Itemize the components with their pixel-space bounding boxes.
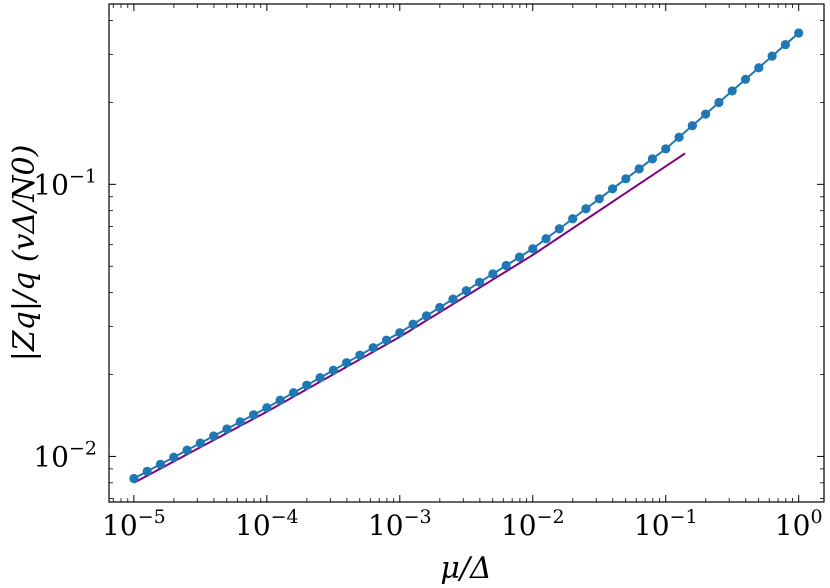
data-point-26 <box>474 277 485 287</box>
data-point-21 <box>408 319 418 329</box>
data-point-18 <box>368 343 378 353</box>
plot-frame <box>108 3 825 503</box>
data-point-35 <box>594 194 604 204</box>
data-point-19 <box>381 335 392 345</box>
data-point-49 <box>780 39 791 50</box>
data-point-32 <box>554 224 564 234</box>
data-point-48 <box>767 51 777 61</box>
data-point-6 <box>209 431 219 441</box>
y-axis-label: |Zq|/q (vΔ/N0) <box>7 145 42 362</box>
data-point-20 <box>395 328 405 338</box>
data-point-45 <box>727 86 737 96</box>
data-point-1 <box>142 466 152 476</box>
data-point-40 <box>661 144 671 154</box>
x-tick-label: 100 <box>775 506 823 542</box>
data-point-13 <box>302 380 312 390</box>
y-tick-label: 10−2 <box>33 437 97 473</box>
x-axis-label: μ/Δ <box>440 551 491 586</box>
data-point-47 <box>754 63 764 73</box>
y-tick-label: 10−1 <box>33 165 97 201</box>
data-point-34 <box>581 204 591 214</box>
data-point-9 <box>248 410 259 420</box>
series-line-purple <box>133 152 686 484</box>
data-point-10 <box>262 403 272 413</box>
data-point-39 <box>647 154 658 164</box>
data-point-0 <box>129 473 139 484</box>
data-point-11 <box>275 395 285 405</box>
data-point-37 <box>621 174 631 184</box>
x-tick-label: 10−5 <box>102 506 166 542</box>
data-point-17 <box>355 350 365 360</box>
data-point-42 <box>687 121 697 131</box>
x-tick-label: 10−1 <box>634 506 698 542</box>
series-layer <box>129 28 804 484</box>
data-point-50 <box>794 28 804 38</box>
data-point-16 <box>342 358 352 368</box>
ticks-layer: 10−5 10−4 10−3 10−2 10−1 100 10−2 10−1 <box>33 4 824 542</box>
data-point-43 <box>701 109 711 119</box>
data-point-12 <box>288 388 299 398</box>
data-point-23 <box>435 302 445 313</box>
x-tick-label: 10−4 <box>235 506 299 542</box>
data-point-46 <box>740 74 751 84</box>
data-point-44 <box>714 97 724 108</box>
data-point-2 <box>155 459 166 469</box>
series-line-blue <box>133 32 800 480</box>
data-point-8 <box>235 417 245 427</box>
data-point-27 <box>488 269 498 279</box>
data-point-15 <box>328 365 338 375</box>
data-point-7 <box>222 424 232 434</box>
x-tick-label: 10−3 <box>368 506 432 542</box>
data-point-30 <box>528 244 538 254</box>
data-point-31 <box>541 234 551 244</box>
data-point-29 <box>514 252 525 262</box>
data-point-36 <box>607 184 618 194</box>
data-point-38 <box>634 164 644 174</box>
x-tick-label: 10−2 <box>501 506 565 542</box>
data-point-41 <box>674 132 684 142</box>
data-point-33 <box>568 214 578 224</box>
data-point-28 <box>501 260 511 271</box>
data-point-25 <box>461 286 471 296</box>
data-point-14 <box>315 373 325 383</box>
data-point-22 <box>421 311 431 321</box>
data-point-24 <box>448 294 458 304</box>
data-point-3 <box>169 452 179 462</box>
data-point-5 <box>195 438 205 448</box>
data-point-4 <box>182 445 192 455</box>
